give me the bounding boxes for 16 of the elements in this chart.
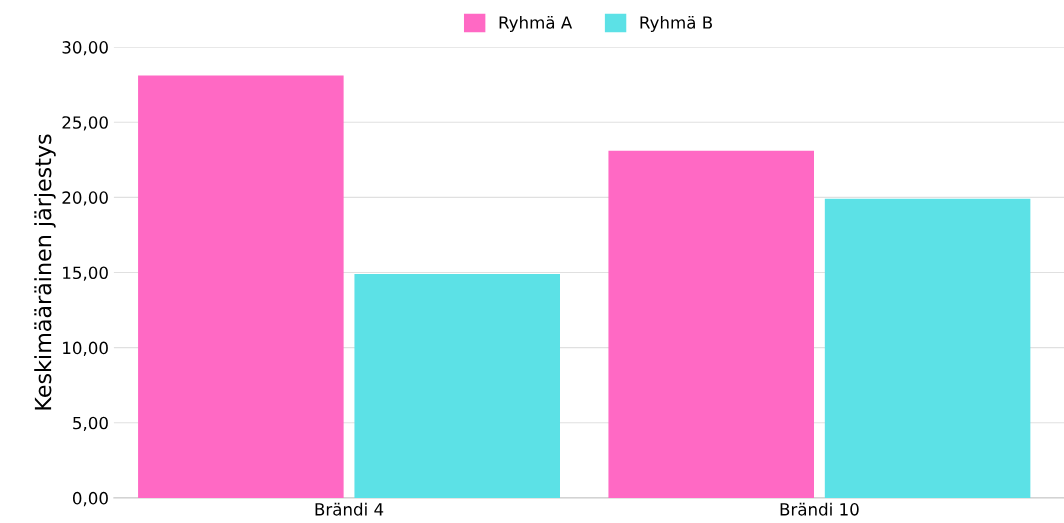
bar xyxy=(608,150,814,498)
x-tick-label: Brändi 10 xyxy=(780,502,859,516)
legend-label: Ryhmä A xyxy=(499,15,573,33)
y-tick-label: 10,00 xyxy=(63,341,108,356)
bar xyxy=(138,75,344,498)
y-tick-label: 15,00 xyxy=(63,266,108,281)
y-tick-label: 20,00 xyxy=(62,191,108,206)
y-tick-label: 30,00 xyxy=(62,41,108,56)
y-tick-label: 0,00 xyxy=(72,491,108,507)
x-tick-label: Brändi 4 xyxy=(315,502,384,516)
legend-label: Ryhmä B xyxy=(640,15,712,33)
bar xyxy=(354,273,560,498)
y-tick-label: 5,00 xyxy=(73,416,108,432)
bar xyxy=(824,198,1031,498)
y-tick-label: 25,00 xyxy=(62,116,108,131)
y-axis-title: Keskimääräinen järjestys xyxy=(34,134,56,410)
